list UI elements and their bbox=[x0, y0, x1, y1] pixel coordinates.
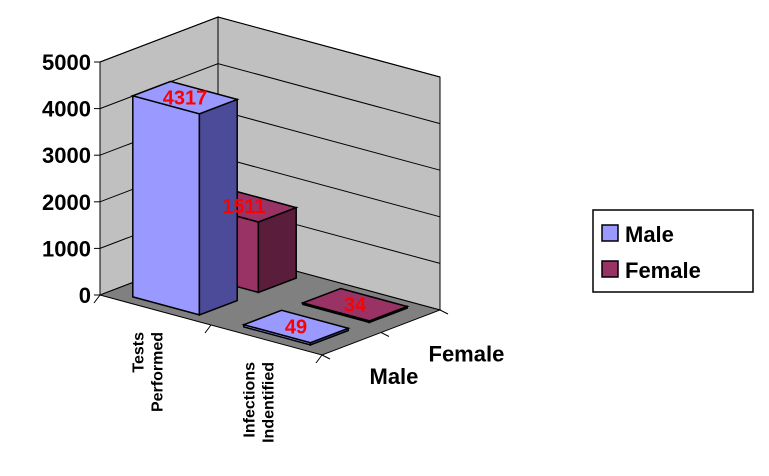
bar-female-1 bbox=[300, 287, 410, 324]
legend: Male Female bbox=[592, 209, 754, 293]
category-label: Tests Performed bbox=[131, 332, 167, 412]
legend-swatch bbox=[601, 260, 619, 278]
bar-top-face bbox=[130, 80, 240, 115]
z-tick-mark bbox=[321, 354, 331, 360]
series-axis-labels: Male Female bbox=[370, 341, 505, 389]
bar-top-face bbox=[300, 287, 410, 322]
value-axis: 0 1000 2000 3000 4000 5000 bbox=[42, 50, 449, 364]
legend-box bbox=[592, 209, 754, 293]
category-axis-labels: Tests Performed Infections Indentified bbox=[131, 332, 278, 443]
bar-male-1 bbox=[241, 309, 351, 346]
data-label: 1511 bbox=[222, 196, 265, 218]
y-tick-label: 4000 bbox=[42, 97, 91, 122]
gridline bbox=[99, 16, 441, 78]
legend-label: Male bbox=[625, 222, 674, 247]
data-label: 34 bbox=[344, 295, 367, 317]
data-labels: 1511 34 4317 49 bbox=[163, 88, 367, 339]
y-tick-label: 2000 bbox=[42, 190, 91, 215]
y-tick-label: 3000 bbox=[42, 143, 91, 168]
data-label: 4317 bbox=[163, 88, 208, 110]
series-axis-label: Male bbox=[370, 364, 419, 389]
x-tick-mark bbox=[315, 354, 323, 364]
bar-male-0 bbox=[130, 80, 240, 316]
data-label: 49 bbox=[285, 316, 307, 338]
legend-swatch bbox=[601, 224, 619, 242]
legend-label: Female bbox=[625, 258, 701, 283]
series-axis-label: Female bbox=[429, 341, 505, 366]
y-tick-label: 0 bbox=[79, 283, 91, 308]
category-label: Infections Indentified bbox=[242, 362, 278, 443]
y-tick-label: 1000 bbox=[42, 236, 91, 261]
bar-front-face bbox=[132, 94, 201, 316]
y-tick-label: 5000 bbox=[42, 50, 91, 75]
z-tick-mark bbox=[380, 332, 390, 337]
bar-top-face bbox=[241, 309, 351, 344]
x-tick-mark bbox=[204, 324, 212, 334]
bars bbox=[130, 80, 410, 346]
x-tick-mark bbox=[93, 294, 101, 304]
z-tick-mark bbox=[439, 309, 449, 315]
